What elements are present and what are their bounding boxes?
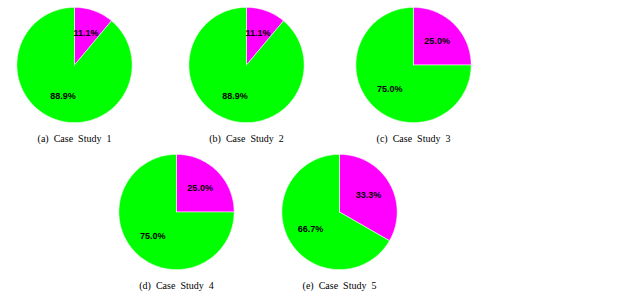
svg-text:88.9%: 88.9% [223,91,249,101]
svg-text:11.1%: 11.1% [73,28,98,38]
svg-text:(e) Case Study 5: (e) Case Study 5 [303,280,377,292]
svg-text:11.1%: 11.1% [246,28,271,38]
svg-text:75.0%: 75.0% [140,231,166,241]
svg-text:25.0%: 25.0% [424,36,450,46]
svg-text:(a) Case Study 1: (a) Case Study 1 [37,133,111,145]
svg-text:(b) Case Study 2: (b) Case Study 2 [210,133,284,145]
svg-text:66.7%: 66.7% [298,224,324,234]
svg-text:88.9%: 88.9% [50,91,76,101]
svg-text:75.0%: 75.0% [377,84,403,94]
svg-text:33.3%: 33.3% [356,190,382,200]
svg-text:(d) Case Study 4: (d) Case Study 4 [139,280,213,292]
svg-text:(c) Case Study 3: (c) Case Study 3 [376,133,450,145]
svg-text:25.0%: 25.0% [187,183,213,193]
